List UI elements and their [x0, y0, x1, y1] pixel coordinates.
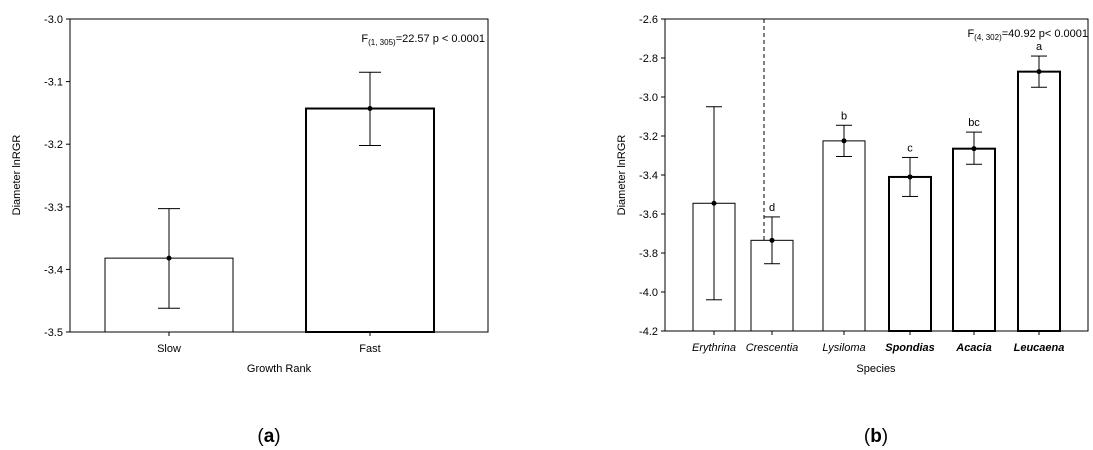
- mean-point: [166, 255, 172, 261]
- x-tick-label: Slow: [157, 343, 181, 355]
- f-prefix: F: [361, 33, 368, 45]
- f-prefix: F: [967, 28, 974, 40]
- significance-letter: b: [841, 110, 847, 122]
- y-tick-label: -3.3: [44, 202, 63, 214]
- bars: [104, 71, 435, 333]
- x-axis-label: Species: [856, 363, 896, 375]
- panel-label-b: (b): [864, 426, 888, 447]
- f-statistic-annotation: F(1, 305)=22.57 p < 0.0001: [361, 33, 485, 47]
- y-tick-label: -3.8: [639, 248, 658, 260]
- significance-letter: a: [1036, 41, 1043, 53]
- chart-panel-b: -4.2-4.0-3.8-3.6-3.4-3.2-3.0-2.8-2.6 dbc…: [616, 14, 1089, 447]
- y-axis-label: Diameter lnRGR: [616, 135, 628, 216]
- bar: [952, 147, 996, 332]
- y-tick-label: -3.1: [44, 77, 63, 89]
- panel-letter-a: a: [264, 426, 275, 447]
- mean-point: [769, 237, 775, 243]
- bars: [692, 55, 1061, 333]
- y-tick-label: -3.0: [44, 14, 63, 26]
- y-tick-label: -3.0: [639, 92, 658, 104]
- x-tick-label: Lysiloma: [822, 342, 865, 354]
- x-tick-label: Crescentia: [746, 342, 799, 354]
- x-axis-label: Growth Rank: [247, 363, 312, 375]
- panel-label-a: (a): [257, 426, 280, 447]
- y-tick-label: -3.2: [639, 131, 658, 143]
- y-tick-label: -3.4: [639, 170, 658, 182]
- x-axis: Erythrina Crescentia Lysiloma Spondias Acaci…: [692, 331, 1064, 354]
- f-value: =22.57 p < 0.0001: [396, 33, 485, 45]
- y-tick-label: -3.4: [44, 264, 63, 276]
- x-tick-label: Spondias: [885, 342, 935, 354]
- bar: [888, 175, 932, 332]
- y-axis: -3.5 -3.4 -3.3 -3.2 -3.1 -3.0: [44, 14, 70, 339]
- significance-letter: bc: [968, 117, 980, 129]
- f-degrees-of-freedom: (4, 302): [974, 33, 1002, 42]
- x-tick-label: Leucaena: [1014, 342, 1065, 354]
- x-tick-label: Erythrina: [692, 342, 736, 354]
- x-axis: Slow Fast: [157, 332, 381, 355]
- mean-point: [367, 106, 373, 112]
- f-statistic-annotation: F(4, 302)=40.92 p< 0.0001: [967, 28, 1088, 42]
- y-tick-label: -4.0: [639, 287, 658, 299]
- significance-letter: d: [769, 202, 775, 214]
- y-axis: -4.2 -4.0 -3.8 -3.6 -3.4 -3.2 -3.0 -2.8 -2.6: [639, 14, 665, 338]
- bar: [1017, 70, 1061, 333]
- y-tick-label: -2.6: [639, 14, 658, 26]
- y-axis-label: Diameter lnRGR: [11, 135, 23, 216]
- f-value: =40.92 p< 0.0001: [1002, 28, 1088, 40]
- panel-letter-b: b: [870, 426, 882, 447]
- bar: [822, 140, 866, 332]
- x-tick-label: Fast: [359, 343, 380, 355]
- mean-point: [971, 146, 977, 152]
- mean-point: [907, 174, 913, 180]
- y-tick-label: -3.6: [639, 209, 658, 221]
- x-tick-label: Acacia: [955, 342, 991, 354]
- mean-point: [711, 200, 717, 206]
- y-tick-label: -2.8: [639, 53, 658, 65]
- mean-point: [841, 138, 847, 144]
- y-tick-label: -3.5: [44, 327, 63, 339]
- plot-area-frame: [69, 18, 489, 333]
- y-tick-label: -3.2: [44, 139, 63, 151]
- chart-panel-a: -3.5 -3.4 -3.3 -3.2 -3.1 -3.0 Slow Fast F(1, 3…: [11, 14, 489, 447]
- f-degrees-of-freedom: (1, 305): [368, 38, 396, 47]
- y-tick-label: -4.2: [639, 326, 658, 338]
- significance-letter: c: [907, 142, 913, 154]
- mean-point: [1036, 69, 1042, 75]
